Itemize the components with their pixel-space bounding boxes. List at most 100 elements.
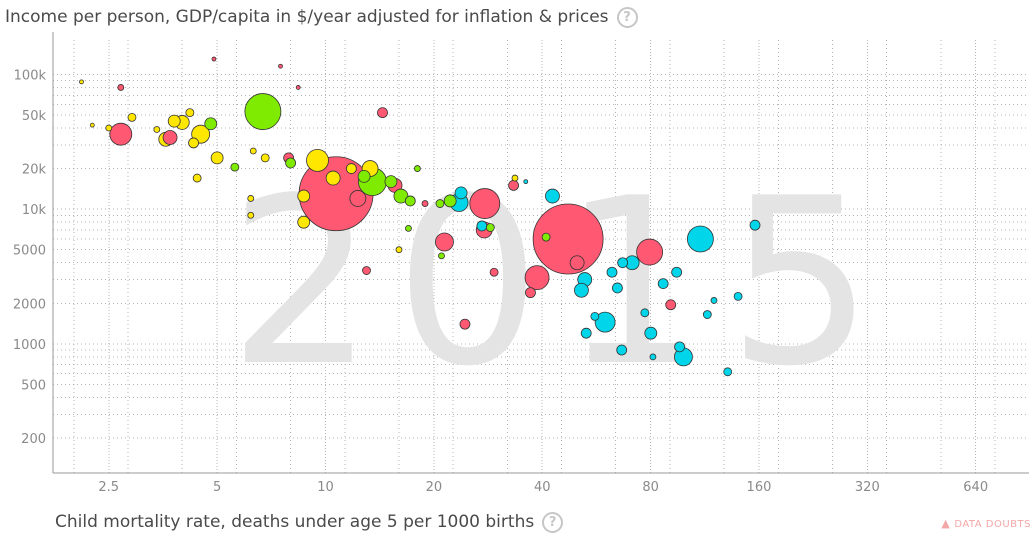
x-tick-label: 20 [426, 480, 443, 495]
country-bubble [640, 308, 650, 318]
country-bubble [297, 189, 311, 203]
country-bubble [532, 203, 604, 275]
country-bubble [438, 252, 445, 260]
country-bubble [192, 173, 202, 183]
country-bubble [469, 188, 501, 219]
x-axis-title-text: Child mortality rate, deaths under age 5… [55, 512, 535, 532]
country-bubble [644, 326, 658, 340]
country-bubble [443, 194, 457, 208]
country-bubble [395, 246, 403, 254]
grid-layer [53, 40, 1029, 473]
country-bubble [580, 327, 592, 339]
country-bubble [665, 299, 677, 311]
country-bubble [357, 169, 371, 183]
country-bubble [377, 107, 388, 119]
country-bubble [297, 215, 311, 229]
country-bubble [525, 287, 536, 299]
x-tick-label: 320 [855, 480, 880, 495]
tick-labels: 200 500 1000 2000 5000 10k 20k 50k 100k 2.5 5 10 20 4… [13, 68, 988, 495]
country-bubble [636, 238, 664, 266]
x-axis-help-icon[interactable]: ? [542, 512, 564, 533]
x-tick-label: 40 [534, 480, 551, 495]
country-bubble [541, 232, 551, 242]
x-tick-label: 2.5 [98, 480, 119, 495]
country-bubble [435, 232, 454, 252]
y-tick-label: 20k [22, 163, 47, 178]
y-tick-label: 5000 [13, 244, 46, 259]
x-axis-title[interactable]: Child mortality rate, deaths under age 5… [55, 512, 564, 533]
country-bubble [127, 112, 137, 122]
country-bubble [476, 220, 488, 232]
country-bubble [247, 195, 255, 202]
country-bubble [117, 84, 125, 91]
country-bubble [295, 85, 301, 90]
country-bubble [210, 151, 224, 165]
country-bubble [649, 353, 657, 361]
country-bubble [204, 117, 218, 131]
y-axis-help-icon[interactable]: ? [616, 7, 638, 28]
country-bubble [349, 190, 367, 207]
country-bubble [733, 291, 743, 301]
country-bubble [105, 124, 113, 132]
country-bubble [702, 310, 712, 319]
bubble-layer [79, 56, 761, 377]
x-tick-label: 10 [317, 480, 334, 495]
country-bubble [211, 56, 217, 62]
country-bubble [454, 186, 468, 200]
country-bubble [325, 170, 341, 186]
country-bubble [606, 266, 618, 278]
country-bubble [657, 278, 669, 290]
country-bubble [435, 199, 445, 208]
y-tick-label: 10k [22, 203, 47, 218]
country-bubble [285, 157, 297, 169]
country-bubble [247, 211, 255, 219]
country-bubble [749, 219, 761, 231]
y-tick-label: 1000 [13, 338, 46, 353]
country-bubble [421, 200, 429, 207]
country-bubble [710, 297, 718, 304]
y-tick-label: 50k [22, 109, 47, 124]
country-bubble [249, 147, 257, 155]
country-bubble [459, 318, 471, 330]
y-tick-label: 100k [14, 68, 47, 83]
country-bubble [511, 174, 519, 182]
country-bubble [109, 122, 133, 146]
y-axis-title-text: Income per person, GDP/capita in $/year … [5, 7, 609, 27]
country-bubble [574, 282, 589, 298]
country-bubble [523, 179, 529, 185]
country-bubble [617, 257, 629, 269]
y-tick-label: 2000 [13, 297, 46, 312]
country-bubble [686, 225, 714, 253]
country-bubble [413, 165, 421, 172]
country-bubble [153, 126, 161, 133]
country-bubble [594, 311, 616, 333]
y-tick-label: 500 [21, 378, 46, 393]
country-bubble [384, 175, 398, 189]
country-bubble [345, 163, 357, 174]
x-tick-label: 5 [213, 480, 221, 495]
country-bubble [306, 148, 329, 172]
country-bubble [185, 108, 195, 118]
country-bubble [89, 122, 95, 128]
country-bubble [188, 137, 199, 149]
country-bubble [489, 267, 499, 277]
data-doubts-link[interactable]: ▲ DATA DOUBTS [941, 517, 1031, 530]
country-bubble [362, 266, 371, 275]
y-axis-title[interactable]: Income per person, GDP/capita in $/year … [5, 7, 638, 28]
country-bubble [405, 224, 412, 232]
country-bubble [162, 130, 178, 145]
country-bubble [612, 282, 623, 294]
country-bubble [590, 311, 600, 321]
country-bubble [167, 114, 181, 128]
x-tick-label: 80 [642, 480, 659, 495]
country-bubble [524, 265, 550, 291]
country-bubble [79, 79, 84, 85]
country-bubble [278, 63, 283, 69]
country-bubble [545, 188, 560, 204]
x-tick-label: 640 [963, 480, 988, 495]
country-bubble [723, 367, 733, 377]
country-bubble [674, 341, 685, 353]
axis-layer [52, 32, 1029, 474]
country-bubble [671, 266, 683, 278]
